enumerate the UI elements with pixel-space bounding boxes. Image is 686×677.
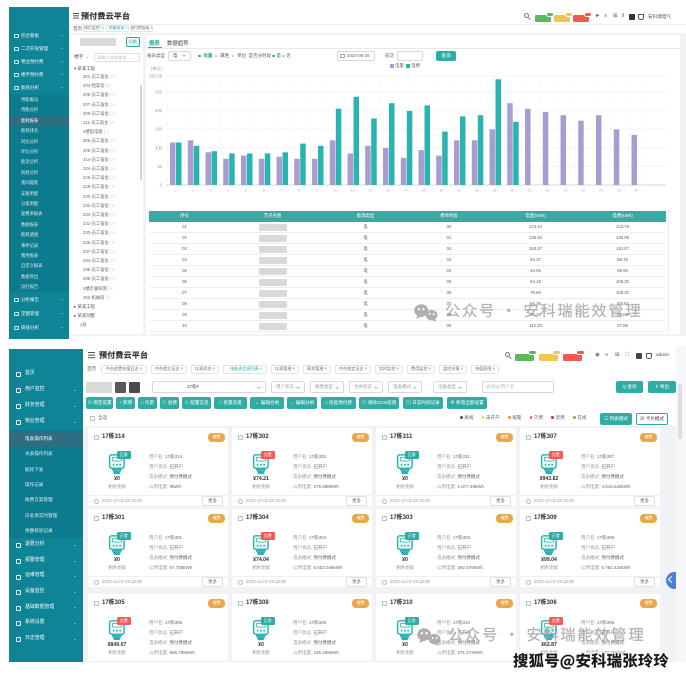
svg-text:0: 0 — [160, 183, 163, 188]
svg-text:21: 21 — [528, 189, 532, 193]
svg-text:5: 5 — [245, 189, 247, 193]
svg-text:16: 16 — [439, 189, 443, 193]
svg-text:50: 50 — [157, 164, 162, 169]
svg-text:100: 100 — [155, 145, 163, 150]
svg-text:13: 13 — [386, 189, 390, 193]
svg-text:(单位): (单位) — [151, 65, 163, 72]
svg-text:20: 20 — [510, 189, 514, 193]
svg-text:292.58: 292.58 — [149, 74, 162, 79]
svg-text:250: 250 — [155, 90, 163, 95]
svg-text:1: 1 — [174, 189, 176, 193]
svg-text:14: 14 — [404, 189, 408, 193]
svg-text:18: 18 — [475, 189, 479, 193]
svg-text:8: 8 — [298, 189, 300, 193]
svg-text:150: 150 — [155, 127, 163, 132]
svg-text:3: 3 — [210, 189, 212, 193]
svg-text:25: 25 — [599, 189, 603, 193]
svg-text:7: 7 — [281, 189, 283, 193]
svg-text:23: 23 — [564, 189, 568, 193]
svg-text:27: 27 — [635, 189, 639, 193]
svg-text:9: 9 — [316, 189, 318, 193]
svg-text:6: 6 — [263, 189, 265, 193]
svg-text:4: 4 — [227, 189, 229, 193]
svg-text:10: 10 — [333, 189, 337, 193]
svg-text:15: 15 — [422, 189, 426, 193]
svg-text:22: 22 — [546, 189, 550, 193]
svg-text:26: 26 — [617, 189, 621, 193]
svg-text:11: 11 — [351, 189, 355, 193]
svg-text:24: 24 — [581, 189, 585, 193]
svg-text:200: 200 — [155, 108, 163, 113]
svg-text:17: 17 — [457, 189, 461, 193]
svg-text:12: 12 — [368, 189, 372, 193]
svg-text:2: 2 — [192, 189, 194, 193]
svg-text:19: 19 — [493, 189, 497, 193]
